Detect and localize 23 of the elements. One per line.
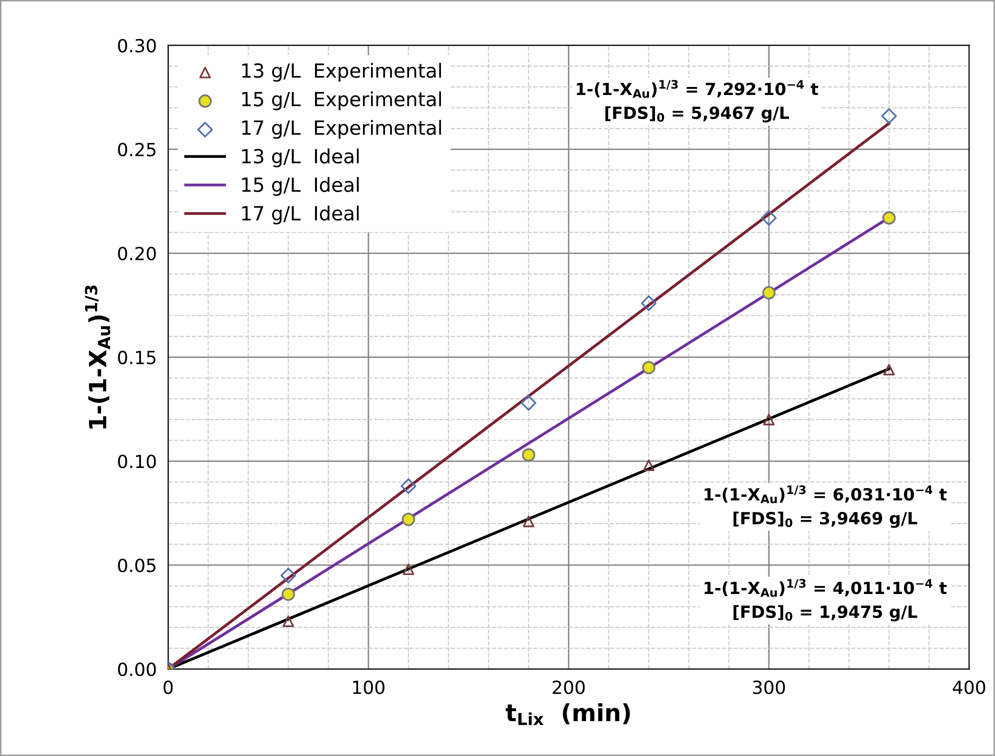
legend-label: 17 g/L Experimental: [242, 120, 441, 139]
legend-label: 13 g/L Experimental: [242, 62, 441, 82]
y-tick-label: 0.10: [118, 454, 156, 468]
x-tick-label: 300: [753, 680, 785, 694]
x-tick-label: 0: [164, 680, 173, 694]
y-tick-label: 0.15: [118, 350, 156, 364]
x-tick-label: 200: [552, 680, 585, 694]
text: 1-(1-X$_{Au}$)$^{1/3}$ = 4,011·10$^{−4}$ t [FDS]$_{0}$ = 1,9475 g/L: [704, 578, 947, 622]
legend-label: 15 g/L Experimental: [242, 91, 441, 110]
legend-label: 13 g/L Ideal: [242, 148, 359, 168]
y-tick-label: 0.25: [118, 142, 156, 156]
x-axis-title: t$_{Lix}$ (min): [506, 703, 630, 726]
legend-label: 15 g/L Ideal: [242, 177, 359, 196]
x-tick-label: 100: [353, 680, 384, 694]
y-tick-label: 0.20: [118, 246, 156, 260]
legend-label: 17 g/L Ideal: [242, 206, 359, 224]
y-tick-label: 0.00: [118, 662, 156, 676]
y-axis-title: 1-(1-X$_{Au}$)$^{1/3}$: [84, 285, 110, 428]
text: 1-(1-X$_{Au}$)$^{1/3}$ = 6,031·10$^{−4}$ t [FDS]$_{0}$ = 3,9469 g/L: [704, 485, 947, 528]
x-tick-label: 400: [952, 680, 986, 694]
y-tick-label: 0.30: [118, 38, 156, 52]
y-tick-label: 0.05: [118, 558, 156, 572]
text: 1-(1-X$_{Au}$)$^{1/3}$ = 7,292·10$^{−4}$ t [FDS]$_{0}$ = 5,9467 g/L: [576, 80, 818, 122]
